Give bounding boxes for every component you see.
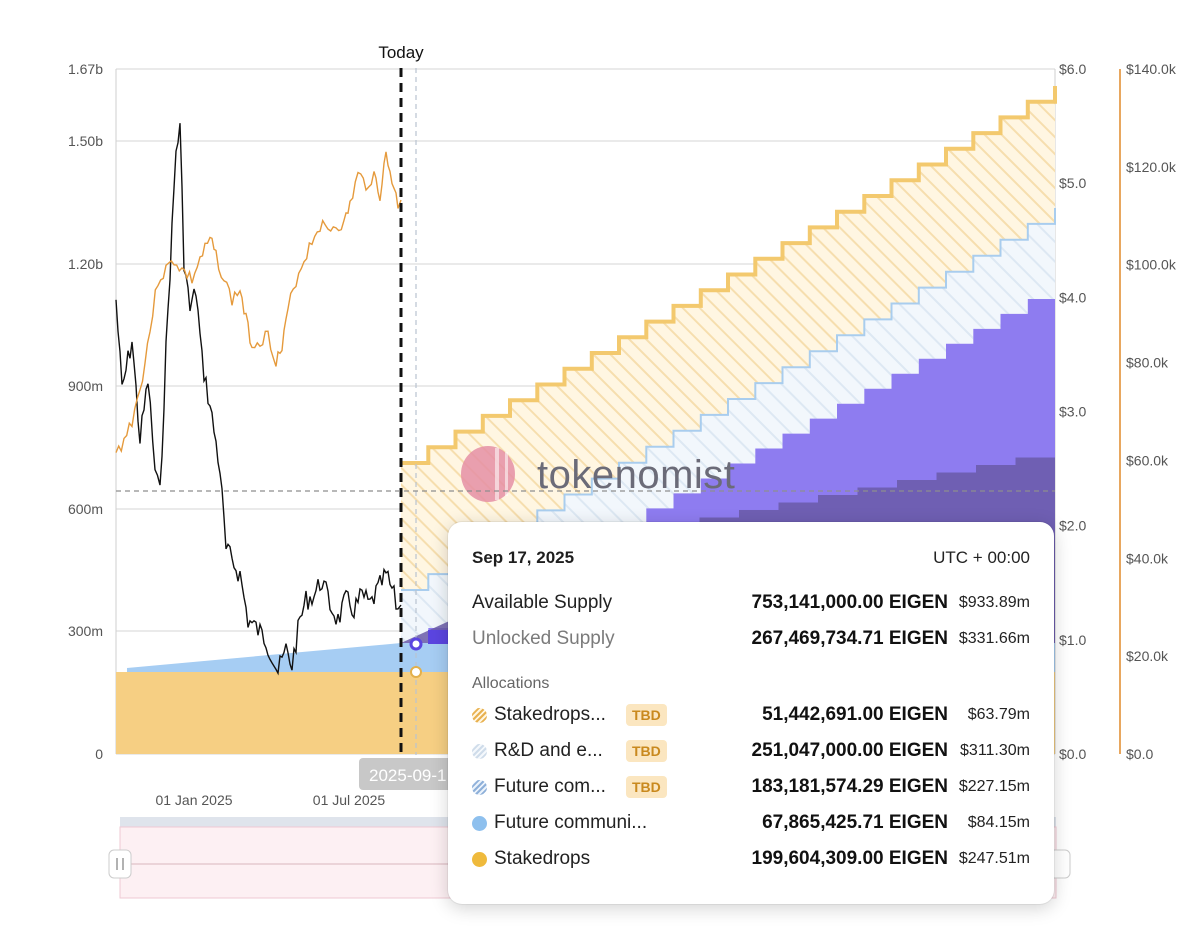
hover-date-text: 2025-09-1 bbox=[369, 766, 447, 785]
y-right-price-tick-label: $3.0 bbox=[1059, 404, 1086, 420]
allocation-name: Future communi... bbox=[494, 812, 648, 833]
allocation-amount: 183,181,574.29 EIGEN bbox=[751, 776, 948, 797]
tbd-badge: TBD bbox=[626, 740, 667, 762]
allocation-row: Future com... TBD 183,181,574.29 EIGEN $… bbox=[472, 769, 1030, 805]
legend-swatch-orange-icon bbox=[472, 851, 487, 867]
hover-date-pill: 2025-09-1 bbox=[359, 758, 459, 790]
watermark-logo-mark bbox=[461, 446, 515, 502]
y-left-tick-label: 1.20b bbox=[68, 256, 103, 272]
allocation-usd: $63.79m bbox=[967, 706, 1030, 723]
y-left-tick-label: 600m bbox=[68, 501, 103, 517]
unlocked-supply-usd: $331.66m bbox=[958, 630, 1030, 647]
allocation-name: Future com... bbox=[494, 776, 606, 797]
legend-swatch-hatched-blue-icon bbox=[472, 779, 487, 795]
allocation-usd: $227.15m bbox=[958, 778, 1030, 795]
y-right-price-tick-label: $2.0 bbox=[1059, 518, 1086, 534]
legend-swatch-blue-icon bbox=[472, 815, 487, 831]
y-cap-tick-label: $60.0k bbox=[1126, 452, 1169, 468]
watermark-logo-stripe bbox=[495, 448, 499, 500]
y-right-price-tick-label: $5.0 bbox=[1059, 175, 1086, 191]
x-tick-label: 01 Jul 2025 bbox=[313, 792, 386, 808]
watermark-logo-stripe bbox=[505, 452, 508, 496]
y-cap-tick-label: $80.0k bbox=[1126, 355, 1169, 371]
price-line bbox=[115, 123, 402, 676]
allocation-name: Stakedrops bbox=[494, 848, 591, 869]
allocation-usd: $84.15m bbox=[967, 814, 1030, 831]
today-label: Today bbox=[378, 43, 424, 62]
y-right-price-tick-label: $0.0 bbox=[1059, 746, 1086, 762]
x-tick-label: 01 Jan 2025 bbox=[155, 792, 232, 808]
price-lines bbox=[115, 123, 402, 676]
allocation-row: Future communi... 67,865,425.71 EIGEN $8… bbox=[472, 805, 1030, 841]
tooltip-timezone: UTC + 00:00 bbox=[933, 548, 1030, 567]
y-right-price-tick-label: $6.0 bbox=[1059, 61, 1086, 77]
allocation-usd: $247.51m bbox=[958, 850, 1030, 867]
grid-lines: 0 300m 600m 900m 1.20b 1.50b 1.67b $0.0 $1.0 $2.0… bbox=[68, 61, 1177, 808]
y-cap-tick-label: $0.0 bbox=[1126, 746, 1153, 762]
hover-date-pill-bg bbox=[359, 758, 459, 790]
allocation-amount: 51,442,691.00 EIGEN bbox=[762, 704, 948, 725]
hover-point-future bbox=[409, 637, 423, 651]
outline-stakedrops-tbd bbox=[401, 86, 1057, 465]
tbd-badge: TBD bbox=[626, 776, 667, 798]
y-left-tick-label: 1.67b bbox=[68, 61, 103, 77]
unlocked-supply-row: Unlocked Supply 267,469,734.71 EIGEN $33… bbox=[472, 621, 1030, 657]
available-supply-label: Available Supply bbox=[472, 592, 613, 613]
y-cap-tick-label: $120.0k bbox=[1126, 159, 1177, 175]
available-supply-amount: 753,141,000.00 EIGEN bbox=[751, 592, 948, 613]
market-cap-line bbox=[115, 151, 402, 454]
legend-swatch-hatched-orange-icon bbox=[472, 707, 487, 723]
hover-point-stakedrops bbox=[410, 666, 422, 678]
y-right-price-tick-label: $4.0 bbox=[1059, 289, 1086, 305]
tooltip-date: Sep 17, 2025 bbox=[472, 548, 575, 567]
y-cap-tick-label: $140.0k bbox=[1126, 61, 1177, 77]
allocation-amount: 251,047,000.00 EIGEN bbox=[751, 740, 948, 761]
legend-swatch-hatched-light-icon bbox=[472, 743, 487, 759]
unlocked-supply-label: Unlocked Supply bbox=[472, 628, 615, 649]
allocation-amount: 67,865,425.71 EIGEN bbox=[762, 812, 948, 833]
allocation-amount: 199,604,309.00 EIGEN bbox=[751, 848, 948, 869]
allocation-row: R&D and e... TBD 251,047,000.00 EIGEN $3… bbox=[472, 733, 1030, 769]
y-left-tick-label: 1.50b bbox=[68, 133, 103, 149]
y-right-price-tick-label: $1.0 bbox=[1059, 632, 1086, 648]
allocation-name: Stakedrops... bbox=[494, 704, 606, 725]
tbd-badge: TBD bbox=[626, 704, 667, 726]
y-cap-tick-label: $100.0k bbox=[1126, 257, 1177, 273]
allocation-usd: $311.30m bbox=[960, 742, 1030, 759]
y-cap-tick-label: $40.0k bbox=[1126, 550, 1169, 566]
available-supply-row: Available Supply 753,141,000.00 EIGEN $9… bbox=[472, 585, 1030, 621]
hover-tooltip: Sep 17, 2025 UTC + 00:00 Available Suppl… bbox=[448, 522, 1054, 904]
area-unlock-bar bbox=[428, 630, 448, 644]
available-supply-usd: $933.89m bbox=[958, 594, 1030, 611]
y-cap-tick-label: $20.0k bbox=[1126, 648, 1169, 664]
allocation-row: Stakedrops... TBD 51,442,691.00 EIGEN $6… bbox=[472, 697, 1030, 733]
allocation-row: Stakedrops 199,604,309.00 EIGEN $247.51m bbox=[472, 841, 1030, 877]
allocation-name: R&D and e... bbox=[494, 740, 603, 761]
tooltip-header: Sep 17, 2025 UTC + 00:00 bbox=[472, 543, 1030, 573]
watermark-text: tokenomist bbox=[537, 453, 735, 497]
watermark-logo: tokenomist bbox=[461, 446, 735, 502]
area-stakedrops-tbd bbox=[401, 86, 1055, 590]
allocations-heading: Allocations bbox=[472, 675, 550, 692]
y-left-tick-label: 0 bbox=[95, 746, 103, 762]
unlocked-supply-amount: 267,469,734.71 EIGEN bbox=[751, 628, 948, 649]
navigator-left-handle bbox=[108, 849, 132, 879]
y-left-tick-label: 300m bbox=[68, 623, 103, 639]
y-left-tick-label: 900m bbox=[68, 378, 103, 394]
